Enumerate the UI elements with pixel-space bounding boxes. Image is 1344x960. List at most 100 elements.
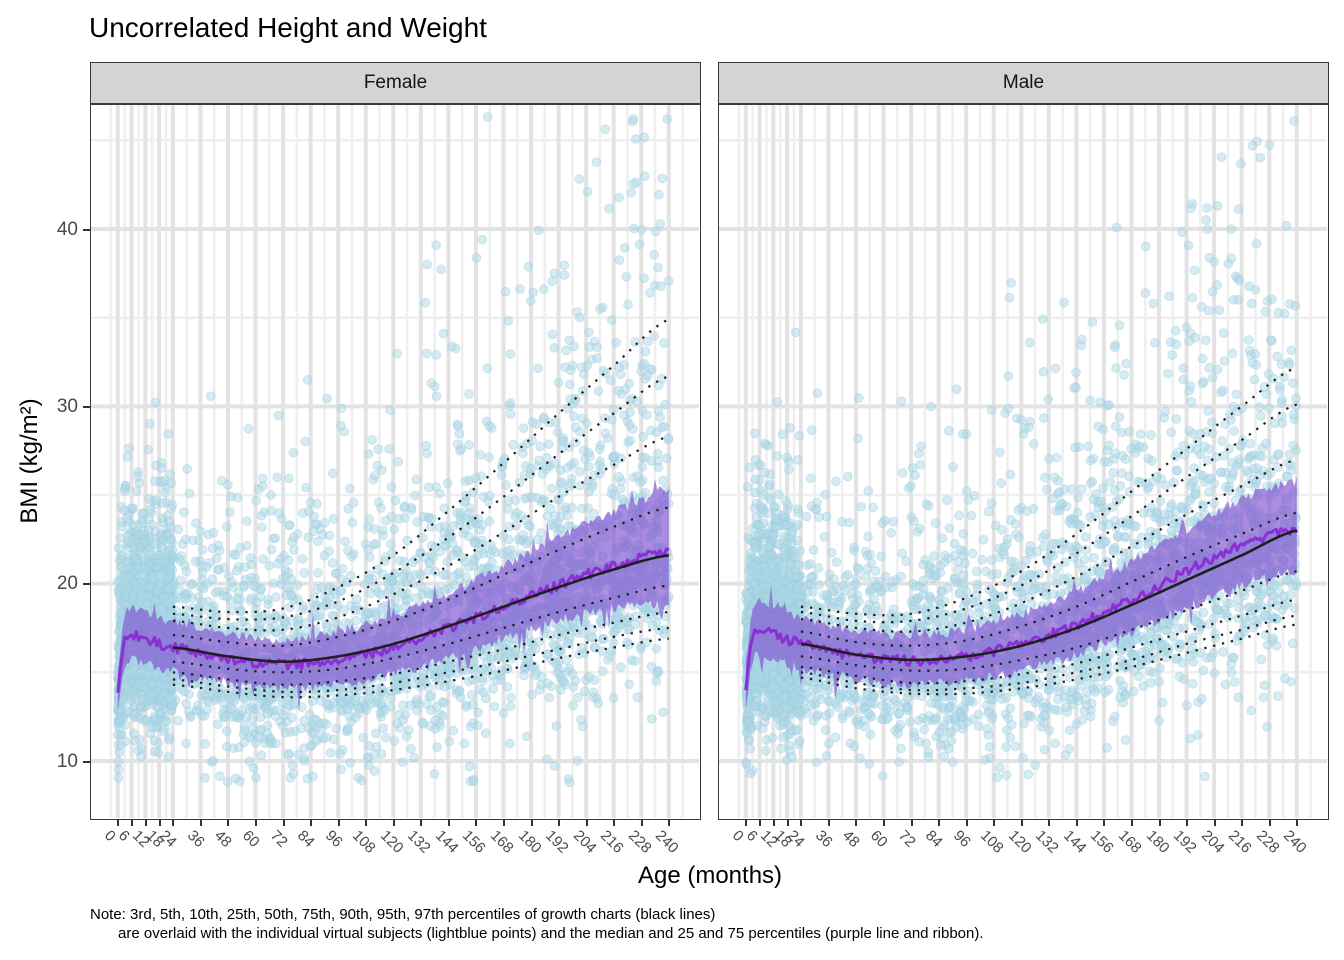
x-tick (772, 818, 775, 826)
x-tick-label: 120 (1004, 827, 1035, 857)
x-tick-label: 216 (1225, 827, 1255, 857)
x-tick (827, 818, 830, 826)
x-tick-label: 48 (211, 827, 236, 851)
x-tick (1075, 818, 1078, 826)
x-tick (144, 818, 147, 826)
x-tick-label: 72 (894, 827, 919, 851)
x-tick (172, 818, 175, 826)
x-tick (1103, 818, 1106, 826)
x-tick (199, 818, 202, 826)
x-tick-label: 36 (183, 827, 208, 851)
x-tick (502, 818, 505, 826)
x-axis-title: Age (months) (637, 862, 783, 889)
x-tick (759, 818, 762, 826)
facet-strip-male: Male (718, 62, 1329, 104)
x-tick (910, 818, 913, 826)
x-tick (337, 818, 340, 826)
x-tick (310, 818, 313, 826)
x-tick-label: 108 (349, 827, 379, 857)
x-tick (131, 818, 134, 826)
x-tick (1130, 818, 1133, 826)
x-tick-label: 96 (949, 827, 974, 851)
x-tick-label: 96 (321, 827, 346, 851)
x-tick-label: 180 (514, 827, 545, 857)
x-tick-label: 228 (624, 827, 655, 857)
x-tick (883, 818, 886, 826)
x-tick (447, 818, 450, 826)
x-tick (855, 818, 858, 826)
x-tick-label: 60 (239, 827, 263, 851)
x-tick-label: 144 (431, 827, 462, 857)
x-tick (1158, 818, 1161, 826)
y-tick-label: 20 (56, 573, 78, 595)
x-tick (158, 818, 161, 826)
y-tick (83, 760, 90, 763)
x-tick (420, 818, 423, 826)
x-tick (117, 818, 120, 826)
x-tick (475, 818, 478, 826)
x-tick-label: 168 (1114, 827, 1145, 857)
x-tick-label: 144 (1059, 827, 1090, 857)
x-tick-label: 216 (597, 827, 627, 857)
x-tick (1296, 818, 1299, 826)
x-tick-label: 84 (922, 827, 946, 851)
x-tick-label: 24 (784, 827, 809, 851)
y-tick (83, 405, 90, 408)
y-axis-title: BMI (kg/m²) (16, 398, 43, 524)
y-tick-label: 10 (56, 750, 78, 772)
x-tick (255, 818, 258, 826)
x-tick-label: 192 (542, 827, 572, 857)
x-tick-label: 156 (1087, 827, 1118, 857)
x-tick-label: 240 (652, 827, 682, 857)
y-tick (83, 228, 90, 231)
x-tick (993, 818, 996, 826)
x-tick-label: 228 (1252, 827, 1283, 857)
facet-label-female: Female (363, 72, 428, 93)
x-tick-label: 180 (1142, 827, 1173, 857)
x-tick-label: 240 (1280, 827, 1310, 857)
x-tick (558, 818, 561, 826)
plot-panel-female (90, 104, 701, 820)
x-tick (1213, 818, 1216, 826)
figure-title: Uncorrelated Height and Weight (89, 12, 487, 43)
y-tick (83, 583, 90, 586)
x-tick (668, 818, 671, 826)
x-tick (392, 818, 395, 826)
x-tick-label: 108 (977, 827, 1007, 857)
x-tick-label: 36 (811, 827, 836, 851)
x-tick-label: 48 (839, 827, 864, 851)
male-plot-canvas (719, 105, 1327, 818)
x-tick (282, 818, 285, 826)
y-tick-label: 30 (56, 395, 78, 417)
x-tick-label: 72 (266, 827, 291, 851)
plot-panel-male (718, 104, 1329, 820)
x-tick-label: 132 (404, 827, 435, 857)
x-tick-label: 24 (156, 827, 181, 851)
note-line-2: are overlaid with the individual virtual… (118, 925, 984, 942)
x-tick-label: 156 (459, 827, 490, 857)
x-tick (1186, 818, 1189, 826)
x-tick (800, 818, 803, 826)
x-tick-label: 60 (867, 827, 891, 851)
x-tick (1048, 818, 1051, 826)
x-tick (613, 818, 616, 826)
facet-strip-female: Female (90, 62, 701, 104)
note-line-1: Note: 3rd, 5th, 10th, 25th, 50th, 75th, … (90, 906, 716, 923)
x-tick (365, 818, 368, 826)
x-tick-label: 168 (486, 827, 517, 857)
x-tick (965, 818, 968, 826)
x-tick (786, 818, 789, 826)
x-tick (530, 818, 533, 826)
x-tick-label: 204 (1197, 827, 1228, 857)
x-tick (1241, 818, 1244, 826)
x-tick-label: 132 (1032, 827, 1063, 857)
x-tick (1268, 818, 1271, 826)
facet-label-male: Male (1002, 72, 1045, 93)
x-tick (1020, 818, 1023, 826)
x-tick (227, 818, 230, 826)
x-tick (938, 818, 941, 826)
x-tick (745, 818, 748, 826)
figure-note: Note: 3rd, 5th, 10th, 25th, 50th, 75th, … (90, 905, 984, 943)
x-tick-label: 192 (1170, 827, 1200, 857)
